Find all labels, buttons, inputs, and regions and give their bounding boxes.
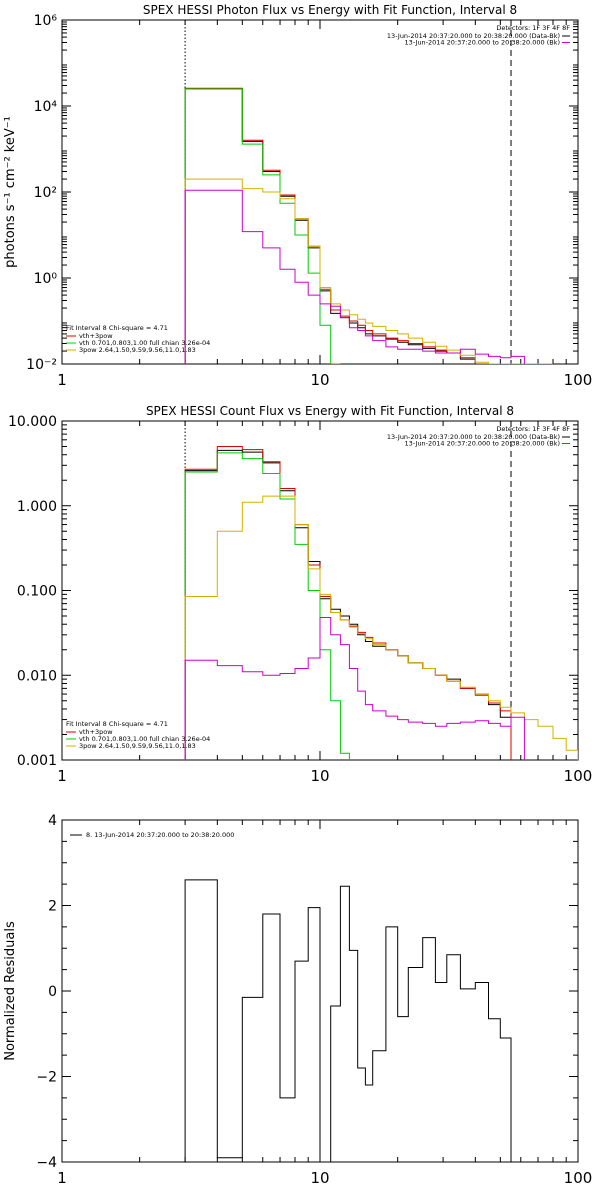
series-line-data-bk <box>184 449 512 760</box>
chart-panel-2: SPEX HESSI Count Flux vs Energy with Fit… <box>8 404 592 785</box>
y-tick-label: 0.001 <box>17 753 57 769</box>
y-tick-label: 2 <box>48 899 57 915</box>
fit-legend-label: 3pow 2.64,1.50,9.59,9.56,11.0,1.83 <box>79 346 196 354</box>
y-tick-label: 0.010 <box>17 668 57 684</box>
y-tick-label: −2 <box>36 1070 57 1086</box>
legend-entry-label: 13-Jun-2014 20:37:20.000 to 20:38:20.000… <box>387 433 560 441</box>
legend-entry-label: 8. 13-Jun-2014 20:37:20.000 to 20:38:20.… <box>86 831 234 839</box>
legend-entry-label: 13-Jun-2014 20:37:20.000 to 20:38:20.000… <box>405 39 560 47</box>
fit-info-text: Fit Interval 8 Chi-square = 4.71 <box>66 720 168 728</box>
chart-panel-1: SPEX HESSI Photon Flux vs Energy with Fi… <box>3 3 592 389</box>
chart-panel-3: Normalized Residuals 1 10 100 −4 −2 0 2 4 8. 13-J… <box>3 813 592 1187</box>
legend-title: Detectors: 1F 3F 4F 8F <box>496 24 570 32</box>
series-group <box>184 879 512 1162</box>
x-tick-label: 10 <box>310 1169 329 1187</box>
fit-info-text: Fit Interval 8 Chi-square = 4.71 <box>66 324 168 332</box>
series-line-bk <box>184 617 525 760</box>
fit-legend-label: vth 0.701,0.803,1.00 full chian 3.26e-04 <box>79 735 210 743</box>
series-line-bk <box>184 189 525 364</box>
y-tick-label: 10⁰ <box>34 271 58 287</box>
y-tick-label: 10⁶ <box>34 13 58 29</box>
x-tick-label: 1 <box>57 767 67 785</box>
x-tick-label: 100 <box>564 1169 593 1187</box>
series-line-3pow <box>184 178 553 364</box>
fit-legend-label: vth+3pow <box>79 728 113 736</box>
x-tick-label: 100 <box>564 767 593 785</box>
series-line-3pow <box>184 495 578 760</box>
y-tick-label: 0.100 <box>17 584 57 600</box>
y-axis-label: photons s⁻¹ cm⁻² keV⁻¹ <box>3 116 18 268</box>
series-line-8-13-jun-2014-20-37-20-000-to-20-38-20-000 <box>184 879 512 1162</box>
x-tick-label: 10 <box>310 371 329 389</box>
y-tick-label: 4 <box>48 813 57 829</box>
fit-legend-label: 3pow 2.64,1.50,9.59,9.56,11.0,1.83 <box>79 742 196 750</box>
y-tick-label: 1.000 <box>17 499 57 515</box>
series-line-vth <box>184 452 350 760</box>
y-tick-label: 10⁴ <box>34 99 58 115</box>
y-tick-label: 0 <box>48 984 57 1000</box>
y-axis-label: Normalized Residuals <box>3 921 18 1061</box>
legend-entry-label: 13-Jun-2014 20:37:20.000 to 20:38:20.000… <box>387 32 560 40</box>
y-tick-label: 10.000 <box>8 414 57 430</box>
chart-title: SPEX HESSI Count Flux vs Energy with Fit… <box>146 404 514 418</box>
y-tick-label: 10⁻² <box>26 357 57 373</box>
fit-legend-label: vth+3pow <box>79 332 113 340</box>
series-line-vth <box>184 88 341 364</box>
y-tick-label: 10² <box>34 185 57 201</box>
series-line-vth-3pow <box>184 446 512 760</box>
legend-title: Detectors: 1F 3F 4F 8F <box>496 425 570 433</box>
series-line-vth-3pow <box>184 87 511 364</box>
fit-legend-label: vth 0.701,0.803,1.00 full chian 3.26e-04 <box>79 339 210 347</box>
y-tick-label: −4 <box>36 1155 57 1171</box>
series-group <box>184 446 578 760</box>
x-tick-label: 1 <box>57 371 67 389</box>
chart-title: SPEX HESSI Photon Flux vs Energy with Fi… <box>143 3 517 17</box>
legend-entry-label: 13-Jun-2014 20:37:20.000 to 20:38:20.000… <box>405 440 560 448</box>
x-tick-label: 1 <box>57 1169 67 1187</box>
x-tick-label: 100 <box>564 371 593 389</box>
series-line-data-bk <box>184 88 511 364</box>
series-group <box>184 87 553 364</box>
x-tick-label: 10 <box>310 767 329 785</box>
